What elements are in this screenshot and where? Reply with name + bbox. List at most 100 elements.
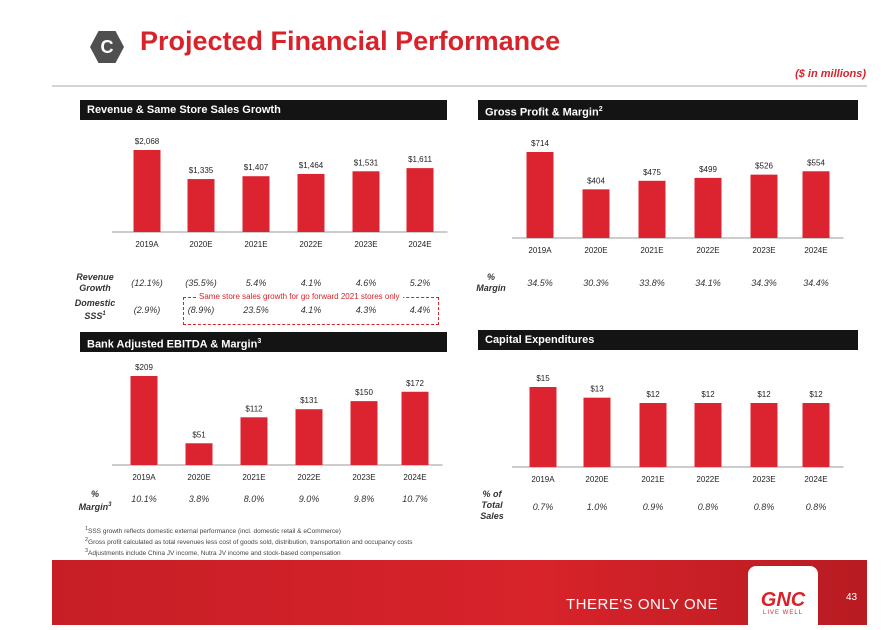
capex-pct-value: 0.8% [805,502,827,512]
gross-value-label-2019A: $714 [531,139,549,148]
units-label: ($ in millions) [795,68,866,80]
revenue-bar-2019A [133,150,161,232]
revenue-bar-2024E [406,168,434,232]
gross-bar-2022E [694,177,722,238]
gross-margin-label: % Margin [476,272,506,293]
revenue-panel-title: Revenue & Same Store Sales Growth [87,104,281,116]
revenue-growth-value: 5.4% [245,278,267,288]
ebitda-tick-2019A: 2019A [132,473,156,482]
capex-bar-2021E [639,403,667,467]
capex-pct-value: 0.7% [532,502,554,512]
domestic-sss-value: 4.1% [300,305,322,315]
capex-chart: $15 2019A $13 2020E $12 2021E $12 2022E $12 2023E… [512,374,844,484]
ebitda-margin-value: 8.0% [243,494,265,504]
capex-tick-2023E: 2023E [752,475,775,484]
ebitda-margin-value: 9.0% [298,494,320,504]
revenue-growth-label: Revenue Growth [76,272,114,293]
domestic-sss-value: 23.5% [243,305,269,315]
capex-tick-2022E: 2022E [696,475,719,484]
ebitda-bar-2020E [185,443,213,465]
ebitda-panel-title: Bank Adjusted EBITDA & Margin [87,338,258,351]
ebitda-value-label-2022E: $131 [300,396,318,405]
ebitda-bar-2021E [240,417,268,465]
gross-panel-header: Gross Profit & Margin2 [478,100,858,120]
capex-panel-header: Capital Expenditures [478,330,858,350]
footnotes: 1SSS growth reflects domestic external p… [85,525,412,558]
gross-tick-2021E: 2021E [640,246,663,255]
domestic-sss-label: Domestic SSS1 [74,298,116,321]
revenue-growth-value: 4.6% [355,278,377,288]
gross-margin-value: 34.5% [527,278,553,288]
ebitda-value-label-2023E: $150 [355,388,373,397]
gross-tick-2022E: 2022E [696,246,719,255]
gross-bar-2024E [802,171,830,238]
ebitda-margin-value: 10.1% [131,494,157,504]
gnc-logo-tagline: LIVE WELL [762,610,803,616]
gross-bar-2019A [526,152,554,238]
ebitda-chart: $209 2019A $51 2020E $112 2021E $131 2022E $150 2… [112,363,443,482]
revenue-bar-2020E [187,179,215,232]
ebitda-tick-2020E: 2020E [187,473,210,482]
ebitda-tick-2021E: 2021E [242,473,265,482]
gross-bar-2020E [582,189,610,238]
gross-value-label-2023E: $526 [755,162,773,171]
domestic-sss-value: 4.3% [355,305,377,315]
gross-tick-2023E: 2023E [752,246,775,255]
revenue-bar-2021E [242,176,270,232]
revenue-growth-value: 4.1% [300,278,322,288]
capex-pct-value: 0.9% [642,502,664,512]
footnote-2: 2Gross profit calculated as total revenu… [85,537,413,547]
ebitda-bar-2022E [295,409,323,465]
gross-margin-value: 34.4% [803,278,829,288]
ebitda-bar-2019A [130,376,158,465]
capex-pct-value: 0.8% [753,502,775,512]
capex-bar-2019A [529,387,557,467]
capex-value-label-2023E: $12 [757,390,771,399]
ebitda-margin-value: 9.8% [353,494,375,504]
gross-tick-2024E: 2024E [804,246,827,255]
gross-value-label-2021E: $475 [643,168,661,177]
gross-value-label-2022E: $499 [699,165,717,174]
gnc-logo [748,566,818,626]
domestic-sss-value: 4.4% [409,305,431,315]
capex-tick-2024E: 2024E [804,475,827,484]
revenue-value-label-2023E: $1,531 [354,158,379,167]
ebitda-margin-value: 10.7% [402,494,428,504]
ebitda-tick-2022E: 2022E [297,473,320,482]
ebitda-panel-footnote-mark: 3 [257,338,262,345]
revenue-growth-value: (12.1%) [131,278,163,288]
gross-panel-title: Gross Profit & Margin [485,106,599,119]
capex-tick-2020E: 2020E [585,475,608,484]
revenue-growth-value: (35.5%) [185,278,217,288]
capex-tick-2021E: 2021E [641,475,664,484]
footer-banner [52,560,867,625]
gross-value-label-2020E: $404 [587,176,605,185]
revenue-tick-2020E: 2020E [189,240,212,249]
footnote-3: 3Adjustments include China JV income, Nu… [85,548,341,558]
gross-bar-2023E [750,174,778,238]
capex-bar-2024E [802,403,830,467]
gross-margin-value: 30.3% [583,278,609,288]
gnc-logo-text: GNC [760,589,806,611]
capex-bar-2023E [750,403,778,467]
gross-bar-2021E [638,180,666,238]
revenue-value-label-2021E: $1,407 [244,163,269,172]
revenue-value-label-2019A: $2,068 [135,137,160,146]
domestic-sss-value: (2.9%) [133,305,161,315]
gross-margin-value: 34.3% [751,278,777,288]
gross-margin-value: 33.8% [639,278,665,288]
gross-margin-value: 34.1% [695,278,721,288]
ebitda-bar-2024E [401,391,429,465]
capex-bar-2020E [583,397,611,467]
ebitda-bar-2023E [350,401,378,465]
ebitda-margin-value: 3.8% [188,494,210,504]
ebitda-tick-2023E: 2023E [352,473,375,482]
revenue-growth-value: 5.2% [409,278,431,288]
capex-pct-value: 0.8% [697,502,719,512]
page-title: Projected Financial Performance [140,26,561,56]
gross-tick-2019A: 2019A [528,246,552,255]
capex-panel-title: Capital Expenditures [485,334,595,346]
ebitda-margin-label: % Margin3 [78,489,112,512]
footer-slogan: THERE'S ONLY ONE [566,596,719,613]
revenue-value-label-2022E: $1,464 [299,161,324,170]
